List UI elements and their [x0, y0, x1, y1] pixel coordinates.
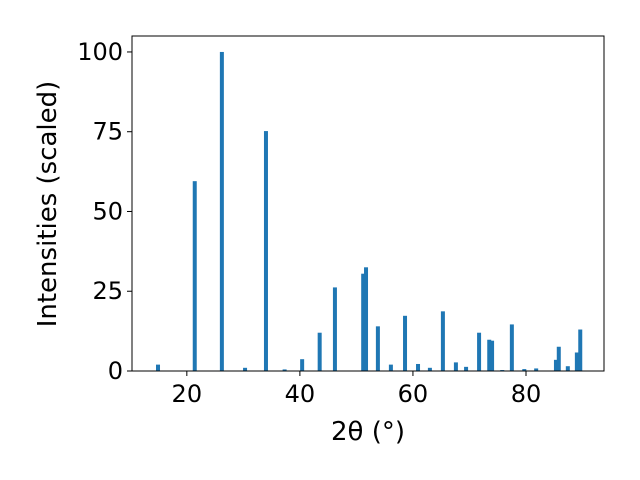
y-tick-label: 0: [108, 357, 123, 385]
y-tick-label: 25: [92, 277, 123, 305]
x-tick-label: 60: [398, 380, 429, 408]
bar: [464, 366, 469, 371]
bar: [361, 273, 366, 371]
bar: [156, 364, 161, 371]
y-axis-label: Intensities (scaled): [33, 81, 63, 328]
bar: [490, 340, 495, 371]
bar: [556, 346, 561, 371]
bar: [416, 363, 421, 371]
bar: [219, 51, 224, 371]
bar: [522, 369, 527, 371]
x-tick-label: 20: [172, 380, 203, 408]
bar: [243, 367, 248, 371]
bar: [487, 339, 492, 371]
plot-frame: [131, 35, 605, 372]
bar: [282, 369, 287, 371]
bar: [453, 362, 458, 371]
bar: [300, 359, 305, 371]
y-tick-label: 100: [77, 38, 123, 66]
bar: [477, 332, 482, 371]
y-tick-label: 50: [92, 197, 123, 225]
x-axis-label: 2θ (°): [331, 417, 405, 447]
bar: [440, 311, 445, 371]
bar: [263, 131, 268, 371]
bar: [565, 366, 570, 371]
bar: [427, 367, 432, 371]
bar: [332, 287, 337, 371]
bar: [375, 326, 380, 371]
bar: [317, 332, 322, 371]
bar: [364, 267, 369, 371]
x-tick-label: 80: [511, 380, 542, 408]
bar: [534, 368, 539, 371]
y-tick-label: 75: [92, 118, 123, 146]
x-tick-label: 40: [285, 380, 316, 408]
bar: [578, 329, 583, 371]
bar: [192, 181, 197, 371]
bar: [553, 359, 558, 371]
bar: [574, 352, 579, 371]
bar: [509, 324, 514, 371]
bar: [388, 364, 393, 371]
bar: [403, 315, 408, 371]
